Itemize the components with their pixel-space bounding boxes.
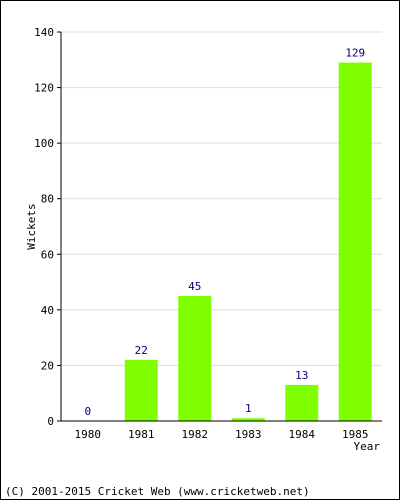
y-tick-label: 40	[41, 304, 54, 317]
data-label-1980: 0	[84, 405, 91, 418]
data-label-1985: 129	[345, 47, 365, 60]
data-label-1981: 22	[135, 344, 148, 357]
bar-1982	[178, 295, 212, 421]
y-axis-title: Wickets	[25, 203, 38, 249]
data-label-1984: 13	[295, 369, 308, 382]
copyright-credit: (C) 2001-2015 Cricket Web (www.cricketwe…	[5, 485, 310, 498]
bar-1983	[231, 418, 265, 421]
x-tick-label: 1981	[128, 428, 155, 441]
bar-1984	[285, 384, 319, 421]
x-ticks: 1980 1981 1982 1983 1984 1985	[75, 428, 369, 441]
y-tick-label: 20	[41, 359, 54, 372]
bar-1981	[124, 359, 158, 421]
y-tick-label: 100	[34, 137, 54, 150]
x-tick-label: 1983	[235, 428, 262, 441]
y-tick-label: 120	[34, 82, 54, 95]
data-label-1983: 1	[245, 402, 252, 415]
data-label-1982: 45	[188, 280, 201, 293]
bar-1985	[338, 62, 372, 422]
y-ticks: 0 20 40 60 80 100 120 140	[34, 26, 61, 428]
x-axis-title: Year	[354, 440, 381, 453]
x-tick-label: 1982	[182, 428, 209, 441]
axes	[60, 32, 382, 422]
x-tick-label: 1980	[75, 428, 102, 441]
data-labels: 0 22 45 1 13 129	[84, 47, 365, 418]
bars	[124, 62, 372, 422]
gridlines	[61, 31, 382, 366]
y-tick-label: 80	[41, 193, 54, 206]
y-tick-label: 140	[34, 26, 54, 39]
y-tick-label: 0	[47, 415, 54, 428]
y-tick-label: 60	[41, 248, 54, 261]
x-tick-label: 1985	[342, 428, 369, 441]
x-tick-label: 1984	[289, 428, 316, 441]
